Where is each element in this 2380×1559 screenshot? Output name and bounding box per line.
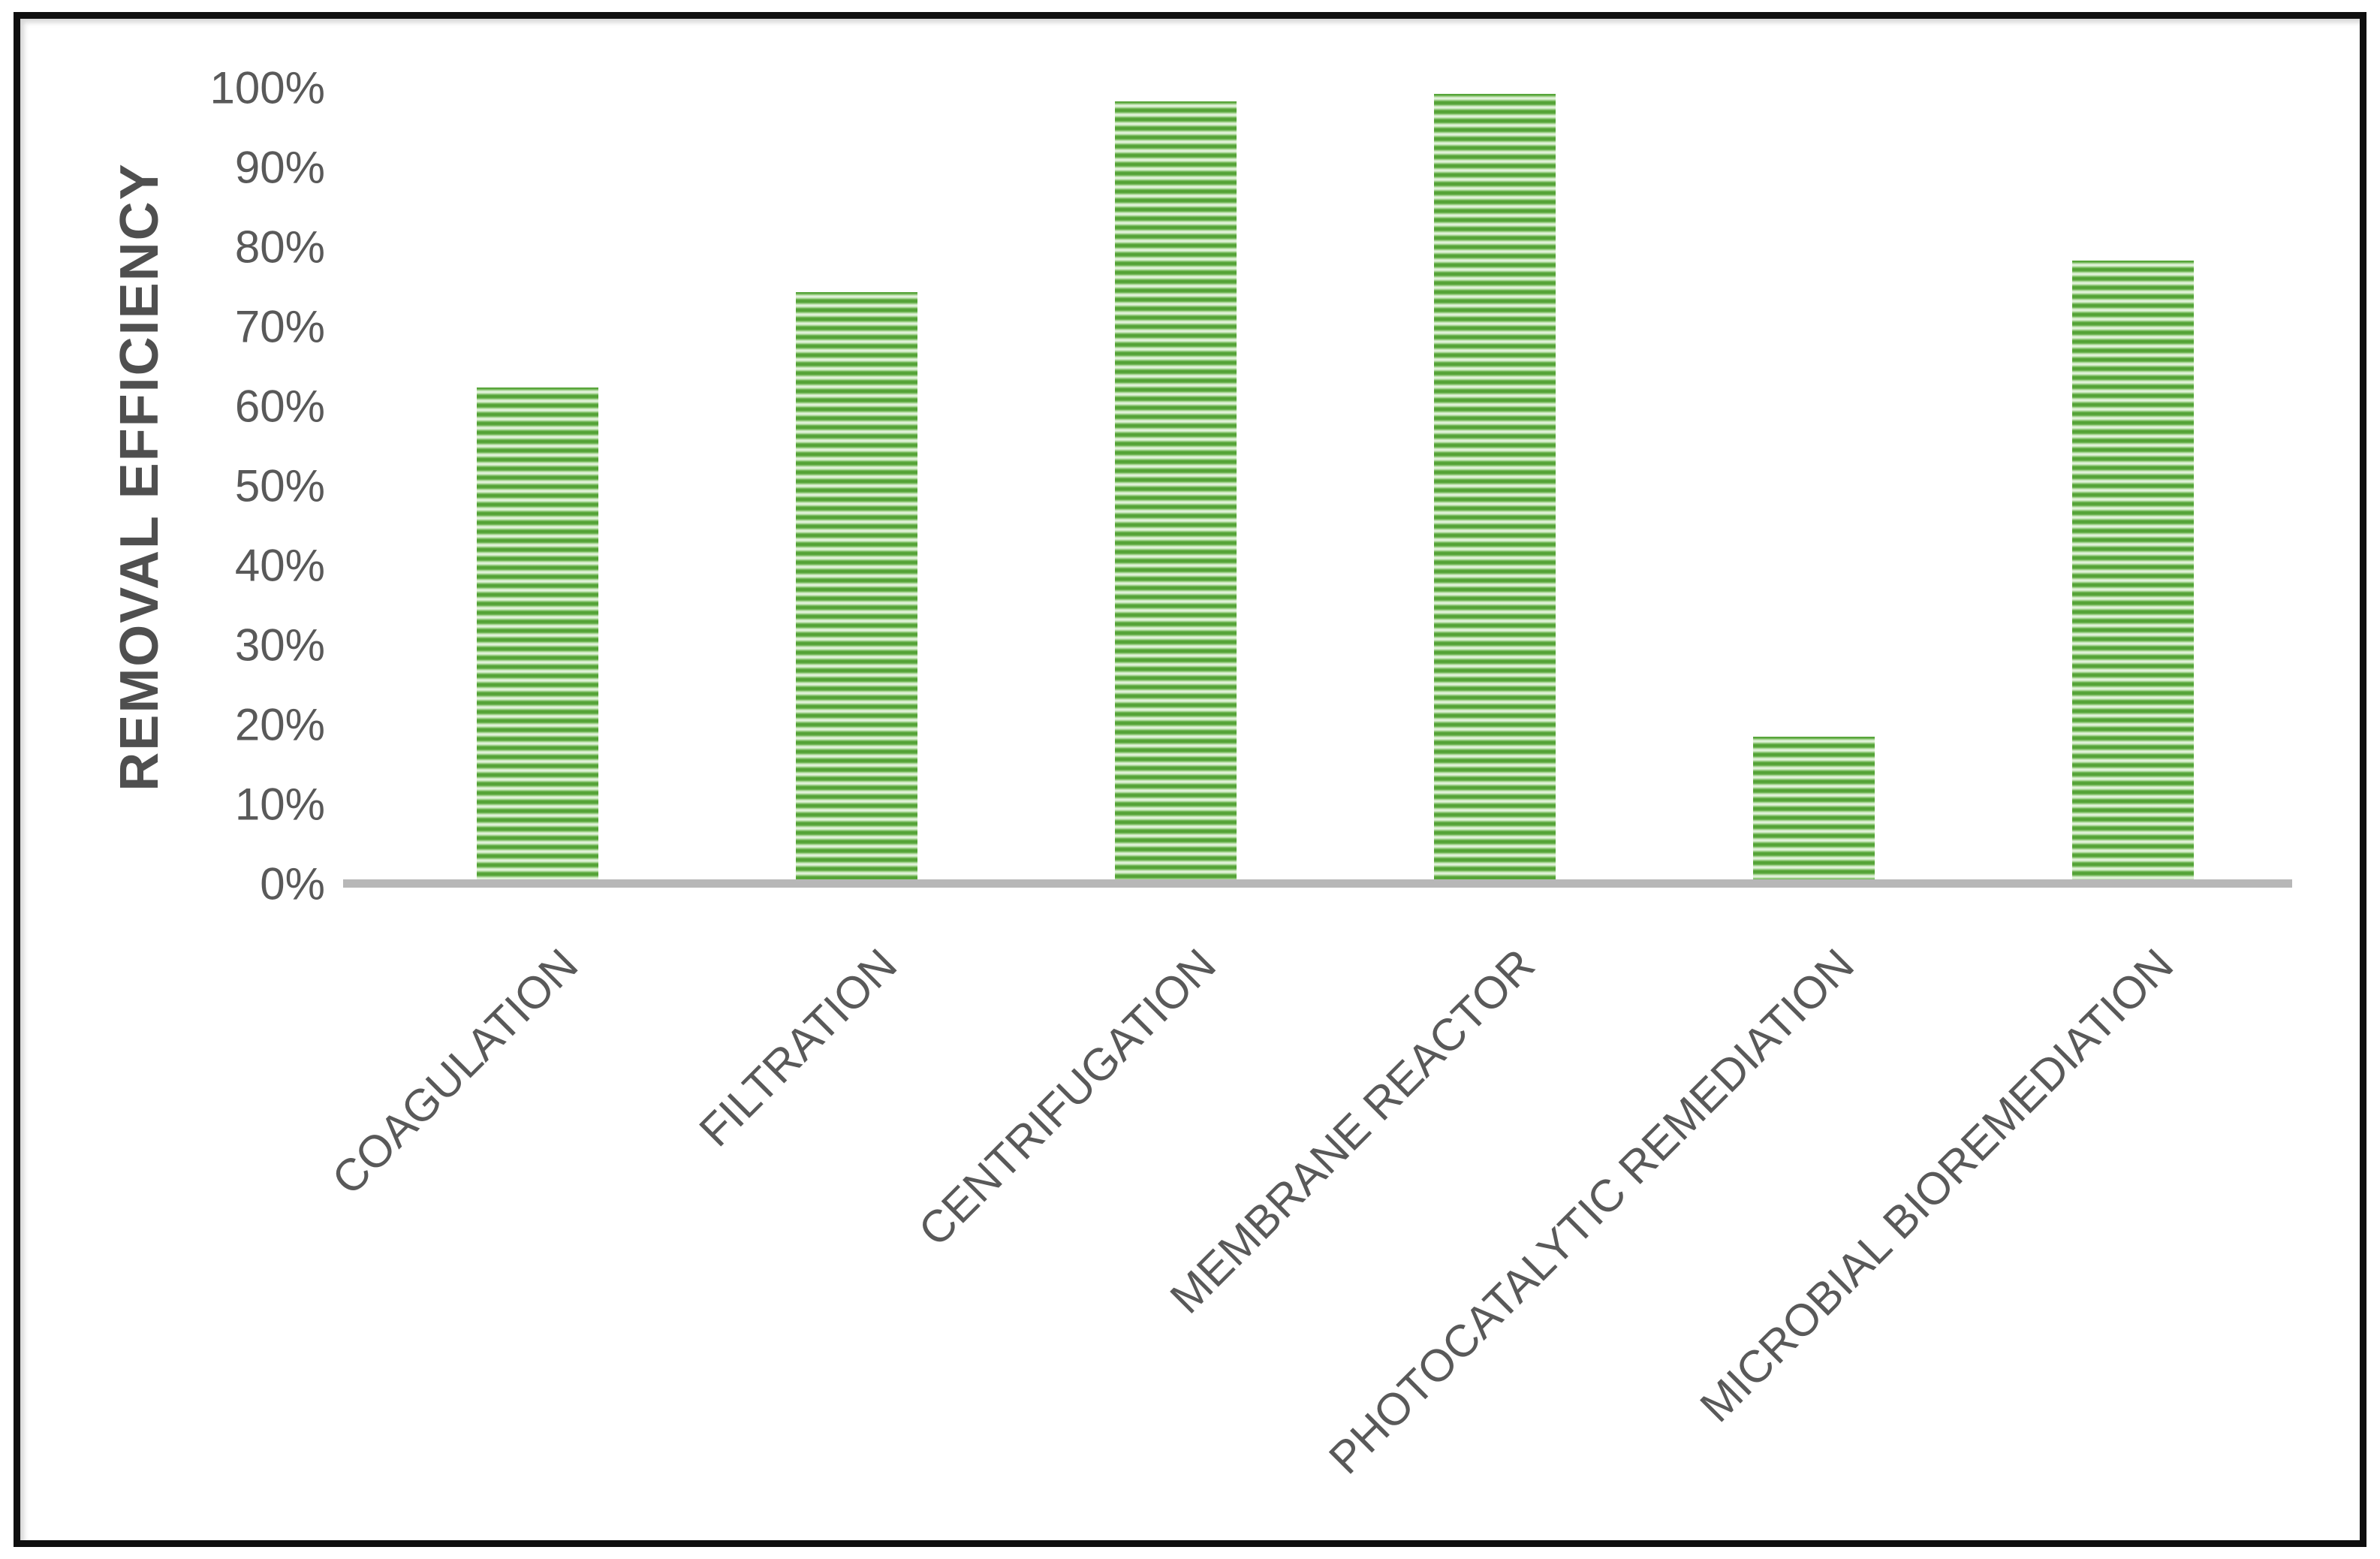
bar-photocatalytic-remediation: [1753, 737, 1875, 879]
bar-centrifugation: [1115, 101, 1237, 879]
x-axis-line: [343, 879, 2292, 888]
y-tick-label-50-: 50%: [234, 460, 325, 511]
y-tick-label-10-: 10%: [234, 779, 325, 830]
y-tick-label-80-: 80%: [234, 222, 325, 273]
y-tick-label-20-: 20%: [234, 699, 325, 750]
bar-filtration: [796, 292, 917, 879]
bar-membrane-reactor: [1434, 94, 1556, 879]
y-tick-label-0-: 0%: [260, 858, 325, 909]
y-tick-label-40-: 40%: [234, 540, 325, 591]
y-tick-label-60-: 60%: [234, 381, 325, 432]
bar-coagulation: [477, 387, 598, 879]
y-tick-label-30-: 30%: [234, 620, 325, 671]
y-axis-title: REMOVAL EFFICIENCY: [110, 162, 170, 792]
y-tick-label-100-: 100%: [209, 62, 325, 113]
y-tick-label-90-: 90%: [234, 142, 325, 193]
y-tick-label-70-: 70%: [234, 301, 325, 352]
bar-microbial-bioremediation: [2072, 261, 2194, 879]
